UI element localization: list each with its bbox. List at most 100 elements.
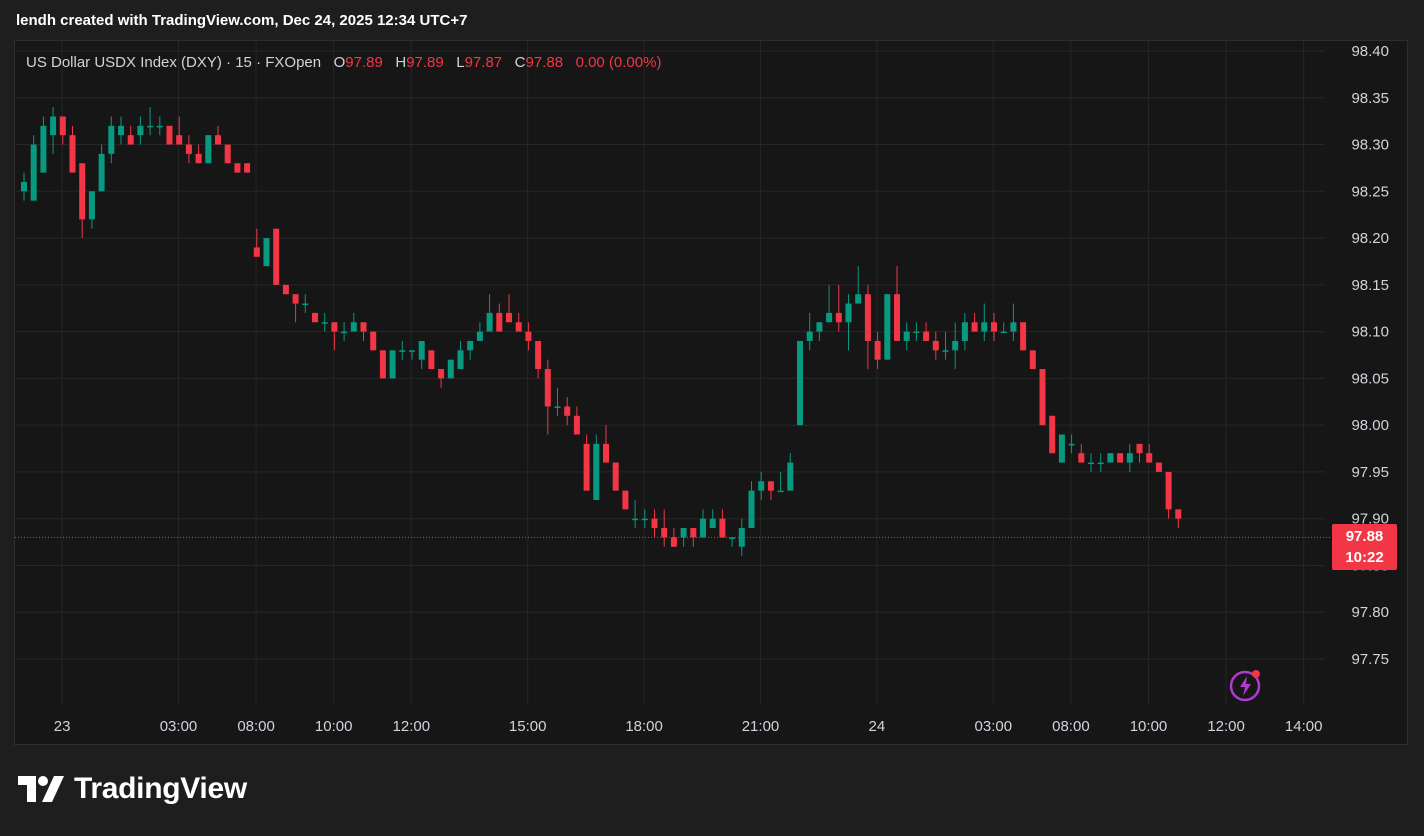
- candle: [428, 350, 435, 370]
- candle-body: [874, 340, 881, 360]
- candle: [1117, 453, 1124, 463]
- candle-body: [234, 163, 241, 173]
- candle: [835, 284, 842, 332]
- candle: [1155, 462, 1162, 472]
- candle: [651, 509, 658, 538]
- candle: [1058, 434, 1065, 463]
- candle-body: [864, 294, 871, 341]
- candle: [486, 294, 493, 332]
- candle-body: [108, 125, 115, 154]
- x-tick-label: 23: [54, 718, 71, 735]
- candle: [147, 107, 154, 136]
- candle-body: [215, 135, 221, 145]
- x-tick-label: 03:00: [975, 718, 1013, 735]
- candle-body: [700, 518, 706, 538]
- candle: [30, 135, 37, 201]
- candle: [1107, 453, 1114, 463]
- candle: [903, 322, 910, 351]
- legend-close: 97.88: [525, 54, 564, 71]
- legend-change: 0.00 (0.00%): [575, 54, 662, 71]
- candle: [98, 144, 105, 192]
- x-tick-label: 18:00: [625, 718, 663, 735]
- candle-body: [253, 247, 260, 257]
- candle: [1039, 369, 1046, 426]
- candle: [942, 331, 949, 360]
- candle-body: [476, 331, 483, 341]
- lightning-icon[interactable]: [1229, 668, 1263, 702]
- candle: [719, 509, 726, 538]
- candle-body: [1078, 453, 1085, 463]
- candle-body: [79, 163, 86, 220]
- tradingview-logo-icon: [18, 776, 64, 802]
- y-tick-label: 98.00: [1351, 417, 1389, 434]
- y-axis: 98.40 98.35 98.30 98.25 98.20 98.15 98.10 98.05…: [1351, 43, 1389, 668]
- candle: [350, 312, 357, 332]
- candle-body: [1146, 453, 1153, 463]
- candle-body: [1175, 509, 1182, 519]
- candle: [215, 125, 221, 145]
- candle-body: [312, 312, 318, 323]
- chart-frame[interactable]: [14, 40, 1408, 745]
- legend-low-key: L: [456, 54, 465, 71]
- candle-body: [583, 443, 590, 491]
- candle-body: [719, 518, 726, 538]
- candle: [564, 397, 571, 426]
- candle-body: [903, 331, 910, 341]
- candle: [176, 116, 183, 145]
- candle: [1020, 322, 1027, 351]
- candles: [21, 107, 1182, 557]
- candle-body: [88, 191, 95, 220]
- candle-body: [1155, 462, 1162, 472]
- candle-body: [758, 481, 765, 491]
- candle-body: [855, 294, 862, 304]
- candle-body: [185, 144, 192, 154]
- candle-body: [622, 490, 629, 510]
- candle: [409, 350, 415, 360]
- candle: [729, 537, 736, 547]
- candle-body: [457, 350, 464, 370]
- candle: [971, 312, 978, 332]
- candle-body: [137, 125, 144, 136]
- candle-body: [127, 135, 134, 145]
- candle-body: [341, 331, 348, 334]
- candle: [447, 359, 454, 379]
- candle: [991, 312, 997, 341]
- candle-body: [1126, 453, 1133, 463]
- candle: [797, 340, 803, 426]
- candle-body: [729, 537, 736, 539]
- x-tick-label: 08:00: [1052, 718, 1090, 735]
- y-tick-label: 97.75: [1351, 651, 1389, 668]
- candle-body: [438, 369, 445, 379]
- candle-body: [525, 331, 532, 341]
- candle-body: [1068, 443, 1075, 446]
- candle-body: [632, 518, 639, 521]
- candle-body: [292, 294, 299, 304]
- candle: [205, 135, 212, 164]
- candle: [224, 144, 231, 164]
- candle-body: [641, 518, 648, 521]
- candle-body: [176, 135, 183, 145]
- x-tick-label: 03:00: [160, 718, 198, 735]
- candle: [961, 312, 968, 351]
- y-tick-label: 97.95: [1351, 464, 1389, 481]
- candle: [612, 462, 619, 491]
- candle: [40, 116, 47, 173]
- candle: [166, 125, 173, 145]
- candle-body: [1165, 471, 1172, 510]
- candle-body: [418, 340, 425, 360]
- candle: [855, 266, 862, 304]
- candle: [622, 490, 629, 510]
- candle-body: [603, 443, 609, 463]
- candle: [981, 303, 988, 341]
- candle-body: [379, 350, 386, 379]
- candle-body: [564, 406, 571, 416]
- candle: [806, 312, 813, 351]
- candle-body: [923, 331, 930, 341]
- y-tick-label: 97.90: [1351, 511, 1389, 528]
- x-tick-label: 08:00: [237, 718, 275, 735]
- candle: [884, 294, 891, 360]
- candle-body: [350, 322, 357, 332]
- candle-body: [816, 322, 823, 332]
- candle-body: [21, 181, 27, 192]
